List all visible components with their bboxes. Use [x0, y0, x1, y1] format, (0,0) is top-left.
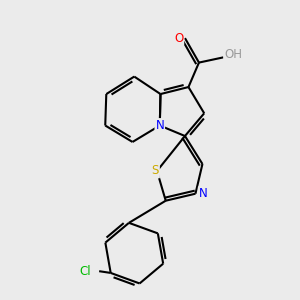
Text: S: S — [152, 164, 159, 178]
Text: N: N — [155, 119, 164, 132]
Text: OH: OH — [224, 48, 242, 61]
Text: Cl: Cl — [80, 265, 91, 278]
Text: O: O — [174, 32, 183, 45]
Text: N: N — [199, 187, 208, 200]
